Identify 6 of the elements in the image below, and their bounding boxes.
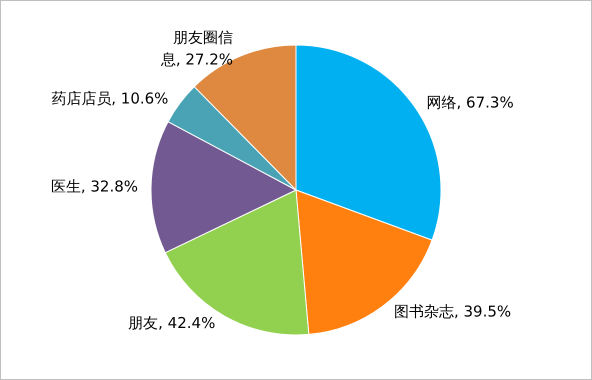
slice-label: 朋友圈信息, 27.2% — [160, 28, 234, 68]
slice-label: 图书杂志, 39.5% — [394, 302, 512, 321]
slice-label: 药店店员, 10.6% — [51, 89, 168, 108]
slice-label: 医生, 32.8% — [50, 178, 138, 196]
slice-label: 朋友, 42.4% — [128, 314, 216, 332]
slice-label: 网络, 67.3% — [426, 93, 514, 112]
